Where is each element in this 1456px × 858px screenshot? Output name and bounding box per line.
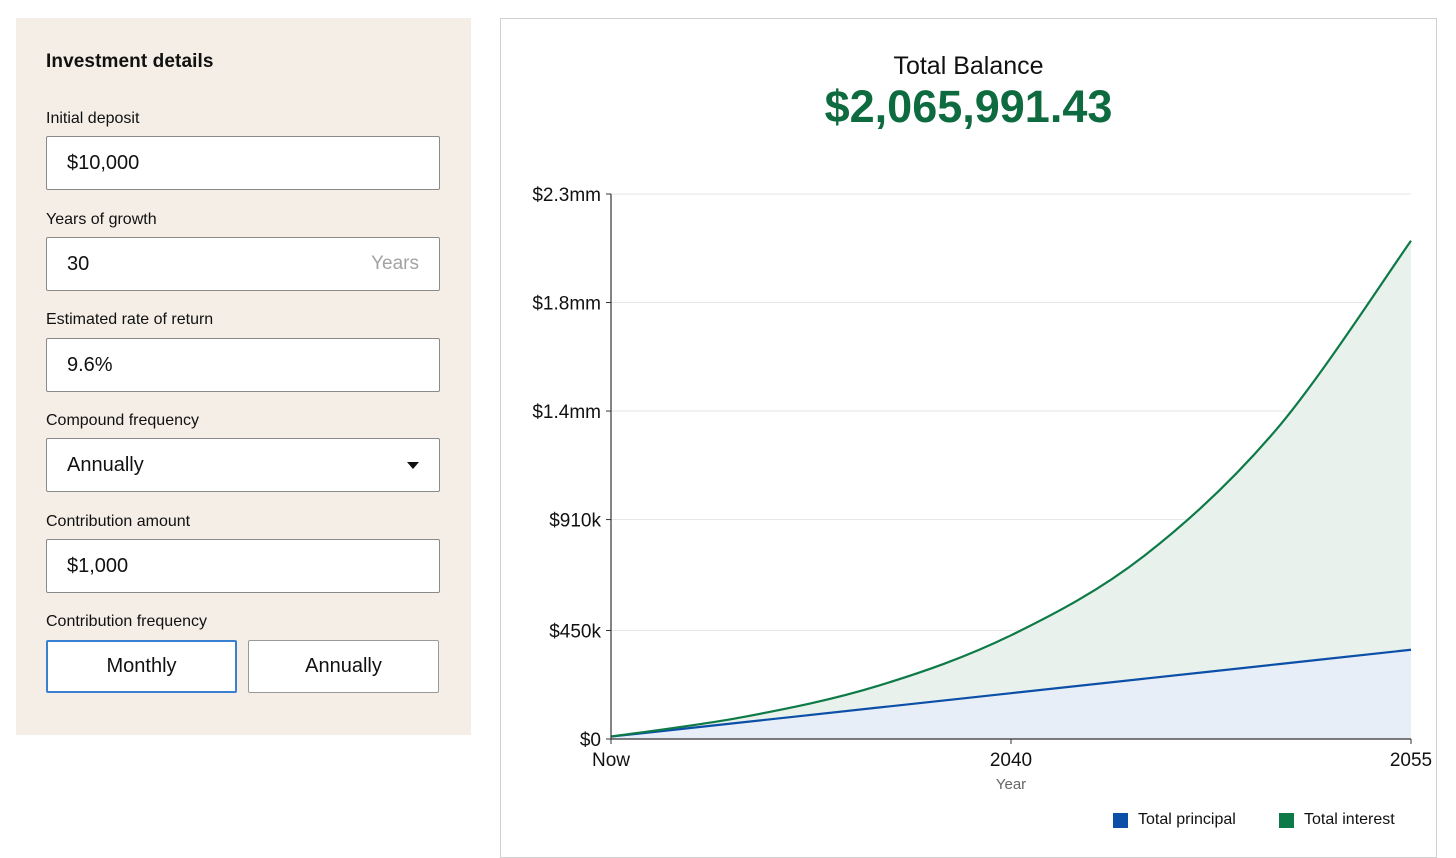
compound-frequency-select[interactable]: Annually [46, 438, 440, 492]
compound-frequency-label: Compound frequency [46, 412, 199, 429]
compound-frequency-value: Annually [67, 453, 144, 476]
rate-of-return-label: Estimated rate of return [46, 311, 214, 328]
contribution-frequency-annually-button[interactable]: Annually [248, 640, 439, 693]
years-of-growth-input[interactable]: 30 Years [46, 237, 440, 291]
legend-swatch-principal [1113, 812, 1128, 828]
investment-details-panel: Investment details Initial deposit $10,0… [16, 18, 471, 735]
balance-chart: $0 $450k $910k $1.4mm $1.8mm $2.3mm Now 2040 205… [532, 185, 1432, 793]
years-suffix: Years [371, 253, 419, 274]
contribution-amount-label: Contribution amount [46, 513, 191, 530]
y-tick-label: $1.4mm [532, 402, 601, 423]
contribution-frequency-label: Contribution frequency [46, 613, 207, 630]
chevron-down-icon [407, 461, 419, 469]
rate-of-return-input[interactable]: 9.6% [46, 338, 440, 392]
x-axis-label: Year [996, 776, 1026, 793]
years-of-growth-value: 30 [67, 252, 90, 275]
line-interest [610, 240, 1412, 738]
total-balance-title: Total Balance [893, 52, 1044, 80]
y-tick-label: $910k [549, 511, 601, 532]
chart-axes: $0 $450k $910k $1.4mm $1.8mm $2.3mm Now 2040 205… [532, 185, 1432, 793]
y-tick-label: $0 [580, 730, 601, 751]
contribution-amount-value: $1,000 [67, 554, 129, 577]
chart-card: Total Balance $2,065,991.43 $0 $450k $910k… [500, 18, 1437, 858]
initial-deposit-value: $10,000 [67, 151, 140, 174]
legend-swatch-interest [1279, 812, 1294, 828]
legend-item-interest: Total interest [1279, 811, 1395, 829]
chart-lines [610, 240, 1412, 738]
legend-label-interest: Total interest [1304, 811, 1395, 828]
y-tick-label: $1.8mm [532, 294, 601, 315]
x-tick-label: Now [592, 750, 630, 771]
y-tick-label: $450k [549, 621, 601, 642]
line-principal [610, 648, 1412, 738]
initial-deposit-label: Initial deposit [46, 110, 140, 127]
area-interest [611, 240, 1411, 740]
y-tick-label: $2.3mm [532, 185, 601, 206]
total-balance-value: $2,065,991.43 [824, 81, 1113, 132]
years-of-growth-label: Years of growth [46, 211, 157, 228]
rate-of-return-value: 9.6% [67, 353, 113, 376]
chart-areas [611, 240, 1411, 740]
legend-item-principal: Total principal [1113, 811, 1236, 829]
panel-title: Investment details [46, 51, 214, 72]
legend-label-principal: Total principal [1138, 811, 1236, 828]
contribution-amount-input[interactable]: $1,000 [46, 539, 440, 593]
contribution-frequency-monthly-button[interactable]: Monthly [46, 640, 237, 693]
x-tick-label: 2055 [1390, 750, 1432, 771]
initial-deposit-input[interactable]: $10,000 [46, 136, 440, 190]
x-tick-label: 2040 [990, 750, 1032, 771]
